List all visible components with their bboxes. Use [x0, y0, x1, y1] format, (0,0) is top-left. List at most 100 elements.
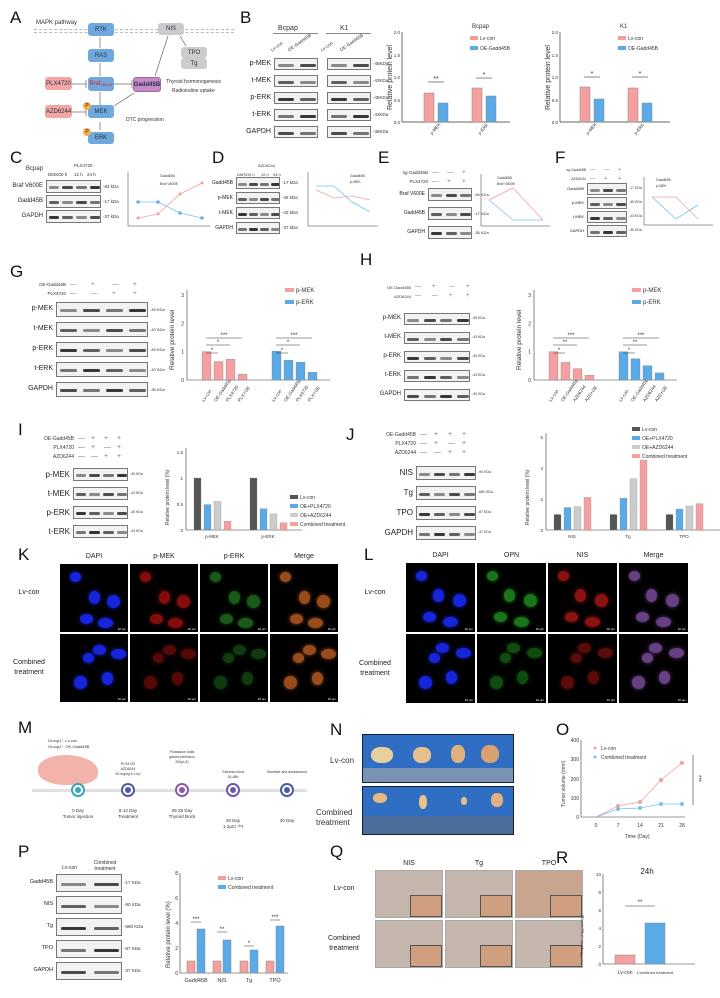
band [260, 227, 269, 231]
cell [312, 672, 323, 685]
svg-text:0: 0 [598, 962, 601, 967]
condition-sign: — [78, 453, 85, 460]
y-label: Relative protein level [545, 45, 552, 110]
svg-text:2: 2 [540, 497, 543, 502]
cell [416, 571, 427, 581]
svg-text:Gadd45B: Gadd45B [160, 174, 175, 178]
band [116, 512, 127, 515]
scale-bar: 10 μm [187, 697, 196, 701]
svg-text:***: *** [567, 333, 575, 339]
chart-e: Gadd45B Braf V600E [480, 174, 550, 227]
blot-strip [236, 207, 280, 219]
row-label: p-MEK [45, 469, 70, 479]
timeline-dot [284, 787, 290, 793]
node-tg: Tg [181, 58, 207, 69]
svg-text:0: 0 [595, 823, 598, 829]
size-marker: -36 KDa [629, 228, 642, 232]
chart-c: Gadd45B Braf V600E [127, 172, 210, 227]
cell [456, 648, 471, 658]
svg-text:*: * [287, 340, 290, 346]
lane-label: Lv-con [62, 865, 78, 871]
cell [177, 595, 190, 608]
band [445, 213, 457, 216]
row-label: p-ERK [250, 93, 271, 101]
band [589, 230, 600, 234]
svg-text:*: * [248, 941, 251, 947]
blot-strip [587, 211, 627, 223]
condition-sign: + [618, 176, 622, 182]
svg-text:Relative protein level: Relative protein level [516, 309, 523, 370]
band [616, 188, 626, 192]
cell [74, 676, 87, 689]
svg-text:1.0: 1.0 [394, 75, 401, 80]
ihc-inset [410, 944, 442, 967]
row-label: NIS [43, 901, 53, 908]
condition-label: OE-Gadd45B [385, 432, 416, 438]
ihc-inset [480, 894, 512, 917]
condition-sign: — [78, 435, 85, 442]
micrograph: 10 μm [270, 634, 338, 702]
size-marker: -17 kDa [282, 180, 298, 185]
blot-strip [56, 918, 122, 936]
panel-label: I [18, 420, 23, 439]
row-label: Gadd45B [567, 186, 584, 191]
scale-bar: 10 μm [535, 627, 544, 631]
cell [578, 643, 591, 653]
lane-label: Combined treatment [93, 860, 117, 872]
size-marker: -90 KDa [478, 470, 491, 474]
condition-sign: — [448, 440, 455, 447]
blot-strip [416, 486, 476, 500]
band [460, 194, 471, 197]
svg-text:6: 6 [175, 896, 178, 902]
svg-text:4: 4 [175, 921, 178, 927]
band [433, 532, 446, 536]
ihc-inset [550, 944, 582, 967]
band [407, 394, 420, 398]
panel-label: A [10, 8, 22, 27]
scale-bar: 10 μm [464, 627, 473, 631]
svg-text:6: 6 [598, 908, 601, 913]
micrograph: 10 μm [60, 564, 128, 632]
band [430, 232, 442, 235]
micrograph: 10 μm [406, 634, 475, 703]
lane-label: Lv-con [319, 40, 334, 53]
band [48, 201, 60, 204]
size-marker: -660 KDa [124, 924, 144, 929]
cell [433, 589, 444, 602]
band [82, 369, 101, 372]
blot-strip [404, 313, 470, 325]
svg-text:Relative protein level: Relative protein level [169, 309, 176, 370]
condition-label: AZD6244 [394, 294, 411, 299]
row-label: t-MEK [384, 334, 401, 340]
cell [646, 589, 657, 602]
row-label: p-MEK [31, 305, 53, 312]
row-label: p-ERK [383, 353, 401, 359]
row-label: Lv-con [333, 885, 355, 892]
svg-text:0.5: 0.5 [552, 98, 559, 103]
condition-sign: — [415, 284, 421, 290]
row-label: t-ERK [252, 110, 271, 118]
condition-sign: + [432, 284, 436, 290]
svg-text:Tg: Tg [246, 978, 252, 984]
svg-text:Tumor volume (mm³): Tumor volume (mm³) [561, 760, 567, 807]
svg-text:0: 0 [175, 971, 178, 977]
timeline-bottom-label: 25-28 Day Thyroid block [168, 808, 196, 819]
svg-text:3: 3 [528, 293, 531, 299]
band [105, 349, 124, 352]
condition-sign: + [104, 453, 109, 460]
blot-strip [56, 342, 148, 357]
svg-text:OE-Gadd45B: OE-Gadd45B [480, 46, 511, 52]
scale-bar: 10 μm [257, 627, 266, 631]
condition-sign: + [112, 290, 116, 297]
column-header: DAPI [85, 553, 103, 560]
cell [299, 591, 310, 604]
column-header: DAPI [432, 552, 449, 559]
band [61, 970, 86, 974]
svg-text:Braf V600E: Braf V600E [497, 182, 516, 186]
condition-sign: + [462, 431, 467, 438]
band [440, 318, 453, 322]
chart-i: 0 0.5 1 1.5 p-MEK p-ERK Lv-con OE+PLX4720 OE+AZD… [160, 440, 360, 540]
annotation: DTC progression [126, 117, 164, 123]
panel-label: L [364, 545, 374, 564]
scale-bar: 10 μm [257, 697, 266, 701]
